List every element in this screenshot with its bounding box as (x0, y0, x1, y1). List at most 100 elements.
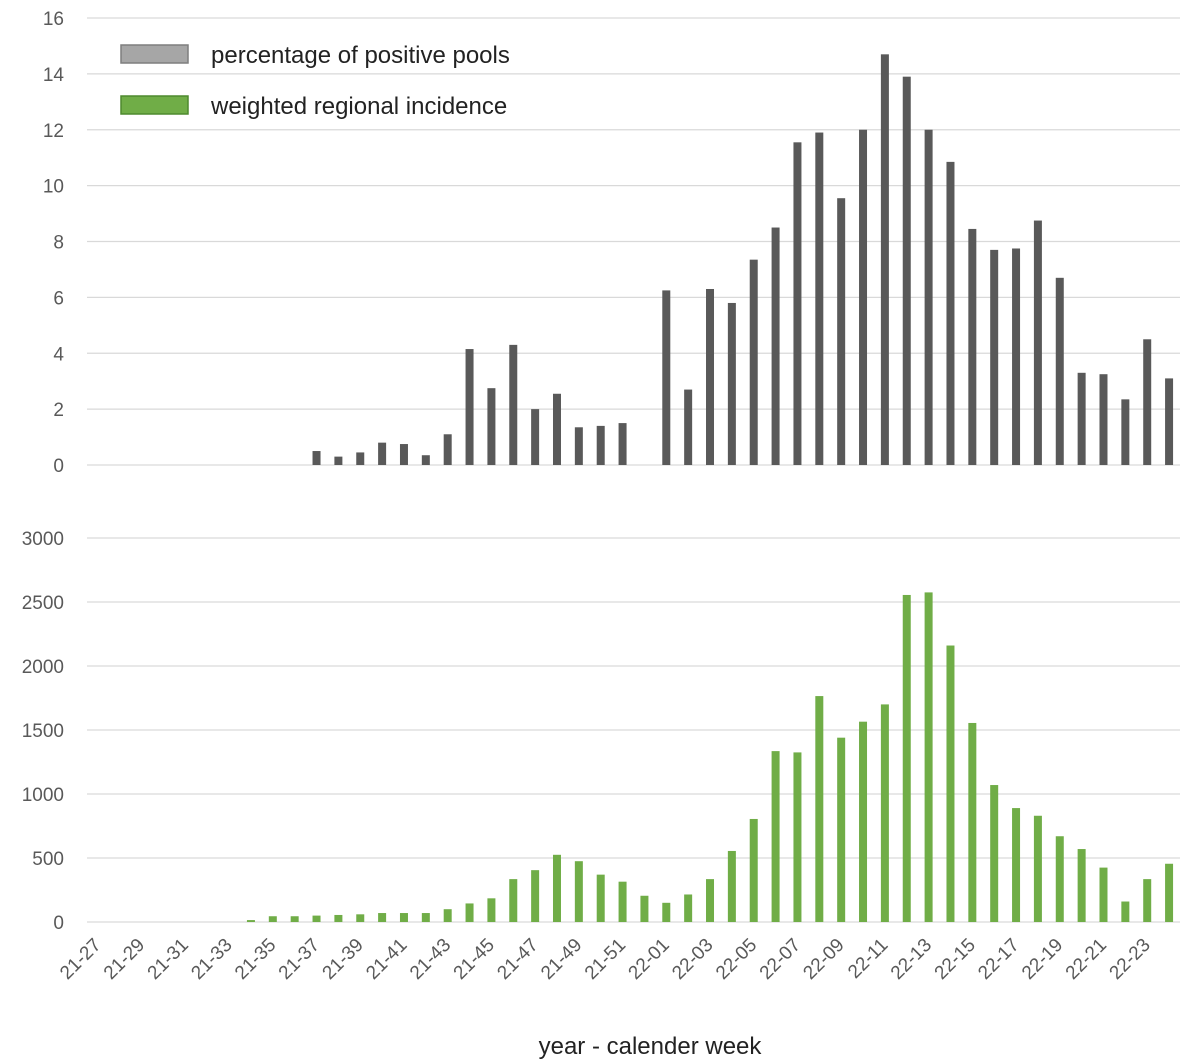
x-tick-label: 22-15 (931, 935, 980, 984)
top-bar-21-48 (552, 393, 561, 465)
top-bar-21-44 (465, 349, 474, 465)
top-y-tick-label: 16 (43, 9, 64, 30)
bottom-bar-21-43 (443, 909, 452, 922)
bottom-bar-21-52 (640, 895, 649, 922)
top-bar-22-07 (793, 142, 802, 465)
top-bar-22-04 (727, 302, 736, 465)
legend-label-regional-incidence: weighted regional incidence (210, 93, 507, 120)
x-tick-label: 21-51 (581, 935, 630, 984)
top-bar-21-40 (378, 442, 387, 465)
top-bar-22-05 (749, 259, 758, 465)
bottom-y-tick-label: 1500 (22, 721, 64, 742)
bottom-bar-22-08 (815, 696, 824, 922)
bottom-bar-22-24 (1165, 863, 1174, 922)
bottom-bar-21-41 (399, 913, 408, 922)
x-tick-label: 22-03 (668, 935, 717, 984)
bottom-bar-22-16 (990, 785, 999, 922)
bottom-bar-21-48 (552, 854, 561, 922)
x-tick-label: 21-37 (275, 935, 324, 984)
bottom-bar-22-20 (1077, 849, 1086, 922)
legend-swatch-regional-incidence (120, 95, 189, 115)
bottom-bar-22-11 (880, 704, 889, 922)
x-tick-label: 21-41 (362, 935, 411, 984)
bottom-chart-y-ticks: 0 500 1000 1500 2000 2500 3000 (22, 529, 64, 934)
top-bar-21-46 (509, 344, 518, 465)
top-bar-22-17 (1012, 248, 1021, 465)
top-bar-22-03 (706, 288, 715, 465)
bottom-bar-22-23 (1143, 879, 1152, 922)
x-axis-title: year - calender week (539, 1033, 763, 1060)
bottom-bar-21-39 (356, 914, 365, 922)
bottom-y-tick-label: 3000 (22, 529, 64, 550)
bottom-bar-22-07 (793, 752, 802, 922)
x-axis-tick-labels: 21-2721-2921-3121-3321-3521-3721-3921-41… (56, 935, 1155, 984)
x-tick-label: 21-35 (231, 935, 280, 984)
x-tick-label: 21-27 (56, 935, 105, 984)
x-tick-label: 21-49 (537, 935, 586, 984)
bottom-chart-bars (246, 592, 1174, 922)
bottom-bar-21-37 (312, 915, 321, 922)
bottom-bar-21-49 (574, 861, 583, 922)
top-bar-21-42 (421, 455, 430, 465)
top-bar-22-01 (662, 290, 671, 465)
top-chart-y-ticks: 0 2 4 6 8 10 12 14 16 (43, 9, 65, 477)
bottom-bar-21-51 (618, 881, 627, 922)
bottom-bar-21-35 (268, 916, 277, 922)
bottom-bar-21-46 (509, 879, 518, 922)
bottom-bar-22-02 (684, 894, 693, 922)
x-tick-label: 21-29 (100, 935, 149, 984)
x-tick-label: 22-23 (1106, 935, 1155, 984)
x-tick-label: 22-09 (799, 935, 848, 984)
bottom-bar-22-03 (706, 879, 715, 922)
top-y-tick-label: 14 (43, 65, 65, 86)
bottom-bar-22-17 (1012, 808, 1021, 922)
legend-swatch-positive-pools (120, 44, 189, 64)
top-bar-21-41 (399, 444, 408, 465)
bottom-y-tick-label: 2500 (22, 593, 64, 614)
top-bar-22-02 (684, 389, 693, 465)
top-bar-22-10 (859, 129, 868, 465)
x-tick-label: 22-19 (1018, 935, 1067, 984)
bottom-bar-22-12 (902, 594, 911, 922)
bottom-bar-22-05 (749, 818, 758, 922)
top-bar-21-45 (487, 388, 496, 465)
x-tick-label: 22-21 (1062, 935, 1111, 984)
bottom-bar-21-42 (421, 913, 430, 922)
bottom-bar-22-10 (859, 721, 868, 922)
bottom-bar-21-44 (465, 903, 474, 922)
top-bar-22-18 (1033, 220, 1042, 465)
bottom-bar-22-01 (662, 902, 671, 922)
top-bar-22-12 (902, 76, 911, 465)
top-y-tick-label: 4 (53, 344, 64, 365)
bottom-bar-22-15 (968, 722, 977, 922)
top-bar-22-23 (1143, 339, 1152, 465)
top-bar-22-15 (968, 228, 977, 465)
top-y-tick-label: 10 (43, 177, 64, 198)
top-bar-22-14 (946, 161, 955, 466)
top-bar-22-19 (1055, 277, 1064, 465)
x-tick-label: 21-31 (144, 935, 193, 984)
top-bar-21-38 (334, 456, 343, 465)
top-bar-22-21 (1099, 374, 1108, 465)
x-tick-label: 22-13 (887, 935, 936, 984)
top-bar-22-22 (1121, 399, 1130, 465)
x-tick-label: 22-17 (974, 935, 1023, 984)
x-tick-label: 21-47 (493, 935, 542, 984)
top-bar-21-43 (443, 434, 452, 465)
top-bar-22-09 (837, 198, 846, 465)
bottom-bar-22-19 (1055, 836, 1064, 922)
bottom-bar-22-09 (837, 737, 846, 922)
bottom-bar-21-47 (531, 870, 540, 922)
top-bar-21-47 (531, 409, 540, 465)
x-tick-label: 21-39 (319, 935, 368, 984)
bottom-bar-22-14 (946, 645, 955, 922)
top-bar-22-11 (880, 54, 889, 465)
top-bar-21-39 (356, 452, 365, 465)
bottom-y-tick-label: 0 (53, 913, 64, 934)
top-bar-21-50 (596, 425, 605, 465)
bottom-bar-21-40 (378, 913, 387, 922)
bottom-bar-21-50 (596, 874, 605, 922)
bottom-bar-22-21 (1099, 867, 1108, 922)
